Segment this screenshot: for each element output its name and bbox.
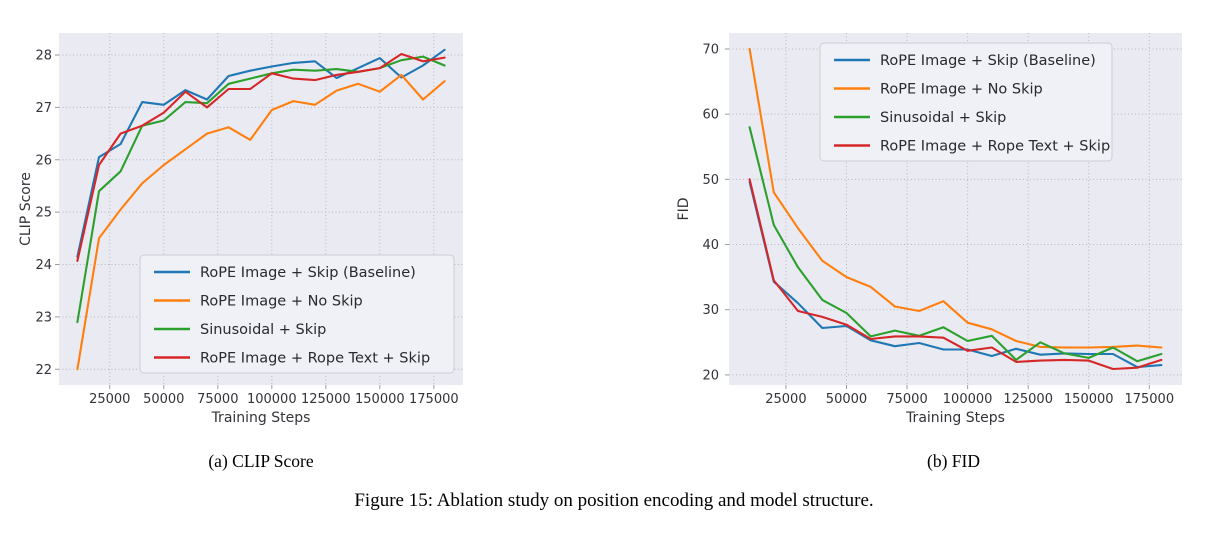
y-tick-label: 26 xyxy=(35,153,52,168)
y-tick-label: 23 xyxy=(35,310,52,325)
x-axis-label: Training Steps xyxy=(905,410,1005,426)
x-tick-label: 75000 xyxy=(886,392,927,407)
x-axis-label: Training Steps xyxy=(211,410,311,426)
y-tick-label: 22 xyxy=(35,363,52,378)
y-axis-label: CLIP Score xyxy=(18,172,34,246)
y-tick-label: 24 xyxy=(35,258,52,273)
series-line-1 xyxy=(76,73,446,371)
ablation-charts-canvas: RoPE Image + Skip (Baseline) RoPE Image +… xyxy=(18,33,1182,426)
tick-labels: 25000 50000 75000 100000 125000 150000 175000 2… xyxy=(35,49,458,408)
y-tick-label: 60 xyxy=(702,108,719,123)
legend-label-2: Sinusoidal + Skip xyxy=(880,110,1006,126)
legend-label-3: RoPE Image + Rope Text + Skip xyxy=(200,351,430,367)
subcaption-fid: (b) FID xyxy=(927,451,980,471)
legend-label-0: RoPE Image + Skip (Baseline) xyxy=(880,53,1096,69)
x-tick-label: 25000 xyxy=(89,392,130,407)
series-line-1 xyxy=(748,47,1163,349)
clip-score-chart: RoPE Image + Skip (Baseline) RoPE Image +… xyxy=(18,33,463,426)
legend-label-0: RoPE Image + Skip (Baseline) xyxy=(200,265,416,281)
legend-label-2: Sinusoidal + Skip xyxy=(200,322,326,338)
y-tick-label: 20 xyxy=(702,368,719,383)
y-tick-label: 25 xyxy=(35,206,52,221)
tick-marks xyxy=(725,48,1150,389)
legend: RoPE Image + Skip (Baseline) RoPE Image +… xyxy=(819,42,1113,162)
x-tick-label: 125000 xyxy=(301,392,351,407)
x-tick-label: 125000 xyxy=(1003,392,1053,407)
y-tick-label: 70 xyxy=(702,42,719,57)
x-tick-label: 100000 xyxy=(247,392,297,407)
subcaption-clip-score: (a) CLIP Score xyxy=(208,451,314,471)
series-line-0 xyxy=(748,180,1163,369)
x-tick-label: 50000 xyxy=(826,392,867,407)
legend-label-1: RoPE Image + No Skip xyxy=(200,294,363,310)
y-tick-label: 30 xyxy=(702,303,719,318)
x-tick-label: 50000 xyxy=(143,392,184,407)
figure-caption: Figure 15: Ablation study on position en… xyxy=(354,490,874,511)
legend-label-1: RoPE Image + No Skip xyxy=(880,82,1043,98)
x-tick-label: 25000 xyxy=(765,392,806,407)
gridlines xyxy=(59,33,463,385)
x-tick-label: 75000 xyxy=(197,392,238,407)
y-tick-label: 28 xyxy=(35,49,52,64)
y-axis-label: FID xyxy=(676,198,692,221)
legend-label-3: RoPE Image + Rope Text + Skip xyxy=(880,139,1110,155)
x-tick-label: 150000 xyxy=(355,392,405,407)
tick-labels: 25000 50000 75000 100000 125000 150000 175000 2… xyxy=(702,42,1174,407)
x-tick-label: 175000 xyxy=(409,392,459,407)
legend-box xyxy=(819,42,1113,162)
series-line-2 xyxy=(748,126,1163,363)
series-line-0 xyxy=(76,48,446,258)
x-tick-label: 175000 xyxy=(1124,392,1174,407)
fid-chart: RoPE Image + Skip (Baseline) RoPE Image +… xyxy=(676,33,1182,426)
x-tick-label: 150000 xyxy=(1064,392,1114,407)
tick-marks xyxy=(55,54,435,389)
series-line-3 xyxy=(748,178,1163,371)
series-line-3 xyxy=(76,52,446,262)
legend-box xyxy=(139,254,455,374)
legend: RoPE Image + Skip (Baseline) RoPE Image +… xyxy=(139,254,455,374)
y-tick-label: 50 xyxy=(702,173,719,188)
x-tick-label: 100000 xyxy=(943,392,993,407)
y-tick-label: 27 xyxy=(35,101,52,116)
y-tick-label: 40 xyxy=(702,238,719,253)
